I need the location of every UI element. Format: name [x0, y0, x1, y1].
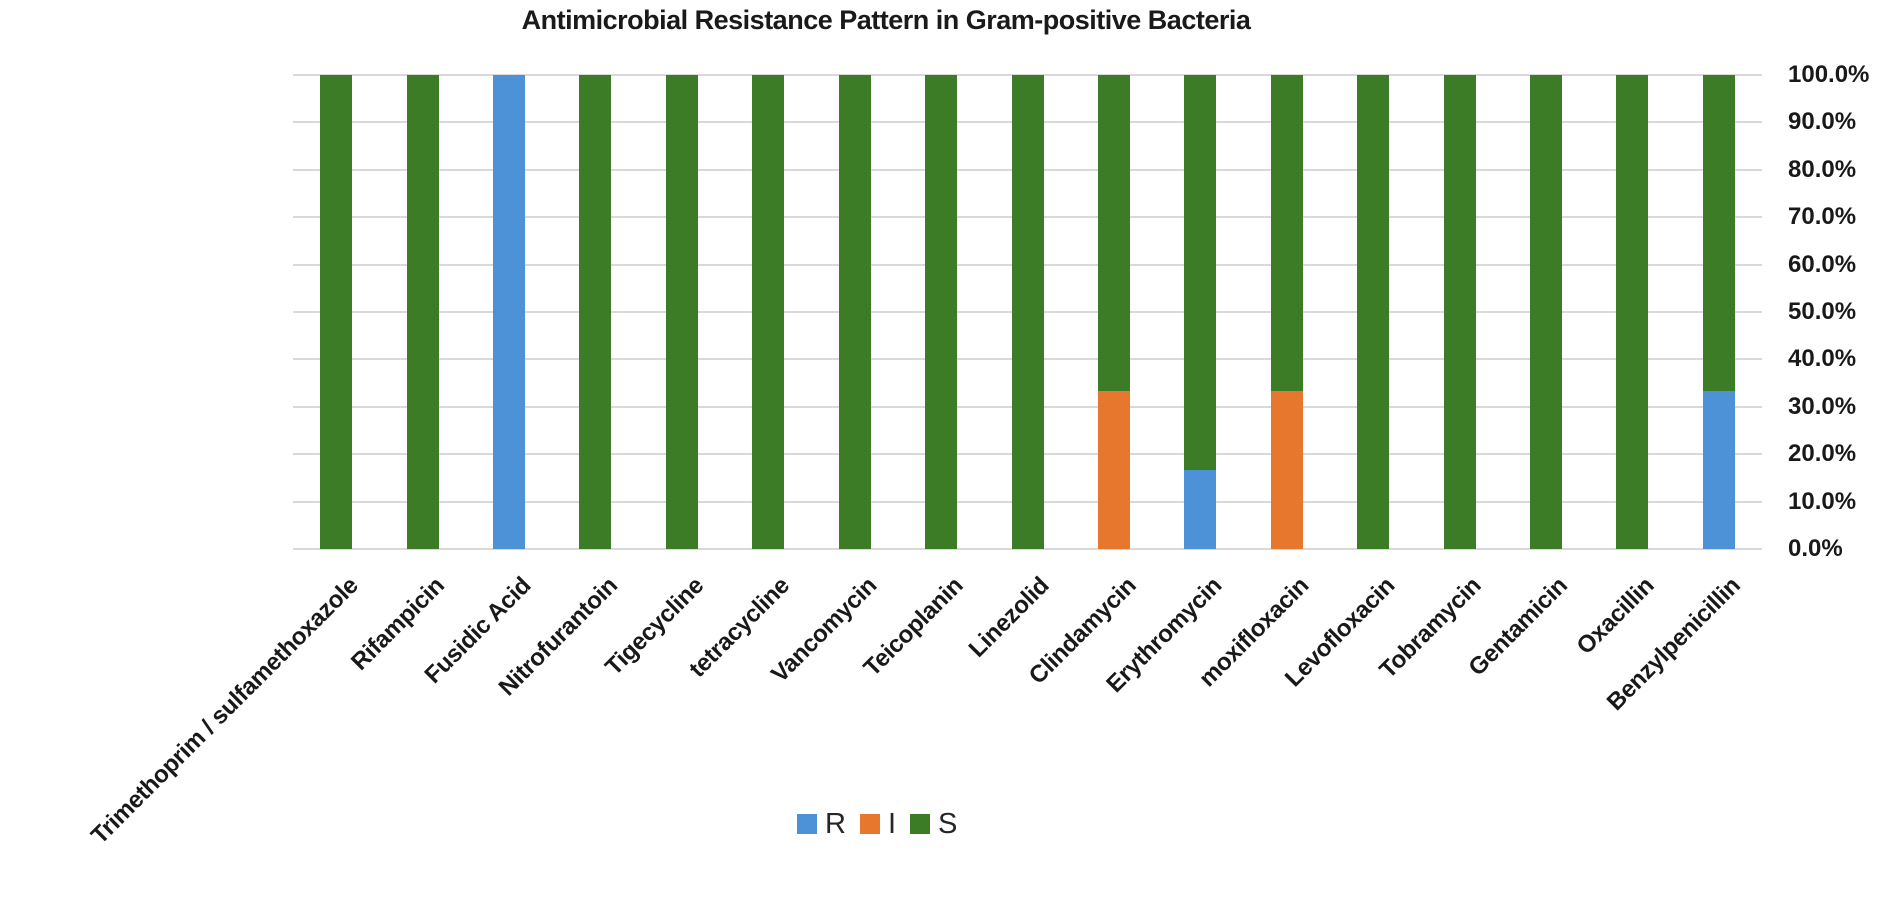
x-tick-label: Trimethoprim / sulfamethoxazole [85, 572, 364, 850]
bar-segment-S [1011, 75, 1044, 549]
legend-swatch-R [797, 814, 817, 834]
bar-segment-R [1702, 391, 1735, 549]
bar-oxacillin [1616, 75, 1649, 549]
bar-segment-S [1616, 75, 1649, 549]
bar-nitrofurantoin [579, 75, 612, 549]
bar-segment-S [320, 75, 353, 549]
y-tick-label: 80.0% [1788, 155, 1857, 183]
legend-swatch-I [859, 814, 880, 834]
bar-levofloxacin [1357, 75, 1390, 549]
bar-fusidic-acid [493, 75, 526, 549]
bar-tigecycline [665, 75, 698, 549]
bar-teicoplanin [925, 75, 958, 549]
bar-linezolid [1011, 75, 1044, 549]
legend-item-R: R [797, 808, 846, 840]
bar-segment-S [1443, 75, 1476, 549]
y-tick-label: 30.0% [1788, 392, 1857, 420]
bar-segment-S [1184, 75, 1217, 470]
bar-segment-S [752, 75, 785, 549]
bar-segment-S [1357, 75, 1390, 549]
y-tick-label: 20.0% [1788, 440, 1857, 468]
bar-vancomycin [838, 75, 871, 549]
y-tick-label: 60.0% [1788, 250, 1857, 278]
plot-area [293, 74, 1762, 550]
bar-segment-I [1097, 391, 1130, 549]
bar-segment-S [1702, 75, 1735, 392]
bar-gentamicin [1529, 75, 1562, 549]
bar-segment-S [406, 75, 439, 549]
y-tick-label: 70.0% [1788, 203, 1857, 231]
bar-trimethoprim-sulfamethoxazole [320, 75, 353, 549]
bar-erythromycin [1184, 75, 1217, 549]
legend-item-S: S [910, 808, 957, 840]
bar-segment-I [1270, 391, 1303, 549]
bar-segment-S [1270, 75, 1303, 392]
legend-swatch-S [910, 814, 931, 834]
legend-item-I: I [859, 808, 897, 840]
y-tick-label: 10.0% [1788, 487, 1857, 515]
bar-clindamycin [1097, 75, 1130, 549]
legend-label: S [938, 808, 958, 840]
bar-benzylpenicillin [1702, 75, 1735, 549]
legend-label: R [825, 808, 846, 840]
bar-moxifloxacin [1270, 75, 1303, 549]
y-tick-label: 100.0% [1788, 61, 1870, 88]
bar-tetracycline [752, 75, 785, 549]
bar-segment-S [665, 75, 698, 549]
bar-segment-S [925, 75, 958, 549]
bar-segment-S [579, 75, 612, 549]
y-tick-label: 40.0% [1788, 345, 1857, 373]
chart-title: Antimicrobial Resistance Pattern in Gram… [521, 5, 1251, 35]
bar-segment-R [1184, 469, 1217, 549]
y-tick-label: 0.0% [1788, 535, 1843, 562]
x-tick-label: Oxacillin [1571, 572, 1660, 660]
bar-segment-S [1529, 75, 1562, 549]
bar-segment-S [1097, 75, 1130, 392]
bar-tobramycin [1443, 75, 1476, 549]
bar-rifampicin [406, 75, 439, 549]
legend-label: I [887, 808, 897, 840]
bar-segment-S [838, 75, 871, 549]
y-tick-label: 90.0% [1788, 108, 1857, 136]
x-tick-label: Linezolid [963, 572, 1055, 663]
gridline [293, 548, 1762, 550]
y-tick-label: 50.0% [1788, 298, 1857, 325]
bar-segment-R [493, 75, 526, 549]
